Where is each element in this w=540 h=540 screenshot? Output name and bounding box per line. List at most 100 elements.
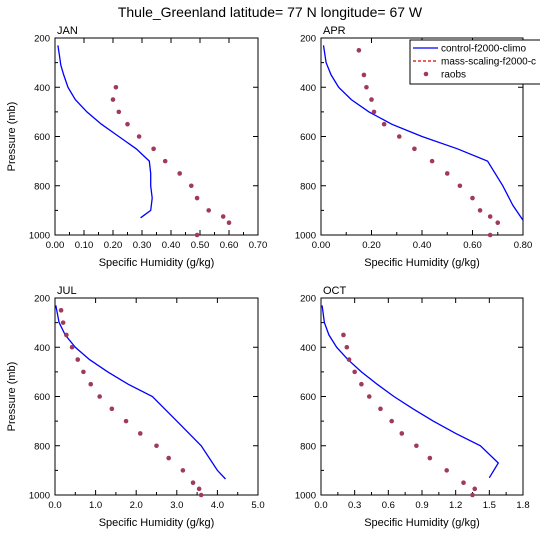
legend-item: mass-scaling-f2000-c [413,57,536,68]
raobs-point [495,220,501,225]
raobs-point [371,109,377,115]
raobs-point [356,48,362,53]
x-tick-label: 0.0 [314,500,327,511]
raobs-point [194,232,200,238]
x-tick-label: 0.70 [249,240,268,251]
raobs-point [60,320,66,325]
raobs-point [109,406,115,412]
raobs-point [359,381,364,387]
y-tick-label: 400 [34,343,50,354]
y-tick-label: 1000 [29,231,50,242]
y-tick-label: 400 [300,83,316,94]
raobs-point [190,480,196,485]
y-tick-label: 800 [34,441,50,452]
raobs-point [136,134,142,139]
raobs-point [461,480,466,485]
raobs-point [81,369,86,375]
raobs-point [414,443,419,449]
x-tick-label: 4.0 [211,500,224,511]
legend-label: mass-scaling-f2000-c [441,57,536,68]
raobs-point [412,146,417,152]
x-axis-title: Specific Humidity (g/kg) [99,257,215,269]
raobs-point [444,171,450,176]
y-tick-label: 800 [34,181,50,192]
y-tick-label: 600 [300,392,316,403]
panel-jan: JAN 0.00 0.10 0.20 0.30 0.40 0.50 0.60 0.70 200 40… [6,25,267,269]
x-tick-label: 5.0 [251,500,264,511]
x-tick-label: 1.2 [449,500,462,511]
raobs-point [381,121,387,127]
y-tick-label: 800 [300,441,316,452]
y-tick-label: 1000 [295,231,316,242]
raobs-point [226,220,232,225]
y-axis-title: Pressure (mb) [6,362,18,432]
raobs-point [206,208,211,213]
x-tick-label: 2.0 [130,500,143,511]
raobs-point [457,183,463,189]
raobs-point [88,381,94,387]
raobs-point [123,418,129,424]
y-tick-label: 400 [34,83,50,94]
raobs-point [58,308,64,313]
panel-label-jan: JAN [57,25,78,37]
x-tick-label: 0.6 [382,500,395,511]
raobs-point [125,121,130,127]
x-tick-label: 1.5 [483,500,496,511]
control-line [321,305,500,479]
raobs-point [378,406,383,412]
legend-label: control-f2000-climo [441,44,526,55]
panel-oct: OCT 0.0 0.3 0.6 0.9 1.2 1.5 1.8 200 400 600 800 1000… [295,285,530,529]
x-tick-label: 0.9 [415,500,428,511]
y-tick-label: 200 [300,34,316,45]
legend-box [409,39,540,85]
x-tick-label: 0.20 [104,240,123,251]
x-tick-label: 0.40 [162,240,181,251]
raobs-point [113,84,119,90]
plot-frame-jan [54,37,259,236]
panel-apr: APR 0.00 0.20 0.40 0.60 0.80 200 400 600 800 1000 S… [295,25,532,269]
legend-swatch-dot [423,71,429,77]
raobs-point [344,344,350,350]
x-tick-label: 0.80 [514,240,533,251]
raobs-point [180,468,186,473]
raobs-point [470,492,475,498]
y-tick-label: 400 [300,343,316,354]
control-line [55,305,226,480]
control-line [322,45,524,221]
raobs-point [69,344,75,350]
plot-frame-oct [320,297,524,496]
x-tick-label: 0.00 [46,240,65,251]
legend: control-f2000-climo mass-scaling-f2000-c r… [409,39,540,85]
raobs-point [487,232,493,238]
raobs-point [470,195,475,201]
panel-label-oct: OCT [323,285,347,297]
raobs-point [444,468,449,473]
x-tick-label: 0.0 [48,500,61,511]
raobs-point [75,357,81,362]
raobs-point [189,183,194,189]
raobs-point [177,171,182,176]
raobs-point [110,97,116,102]
y-tick-label: 800 [300,181,316,192]
y-tick-label: 600 [34,132,50,143]
raobs-point [154,443,159,449]
raobs-point [477,208,483,213]
raobs-point [97,394,102,399]
raobs-point [162,158,168,164]
x-tick-label: 1.0 [89,500,102,511]
raobs-point [196,486,202,492]
y-tick-label: 200 [34,34,50,45]
panel-label-apr: APR [323,25,346,37]
legend-label: raobs [441,70,466,81]
raobs-point [389,418,395,424]
y-tick-label: 200 [300,294,316,305]
x-tick-label: 0.60 [463,240,482,251]
raobs-point [198,492,204,498]
raobs-point [364,84,369,90]
x-tick-label: 0.30 [133,240,152,251]
raobs-point [399,431,405,436]
x-tick-label: 0.40 [413,240,432,251]
raobs-point [194,195,200,201]
raobs-point [346,357,352,362]
